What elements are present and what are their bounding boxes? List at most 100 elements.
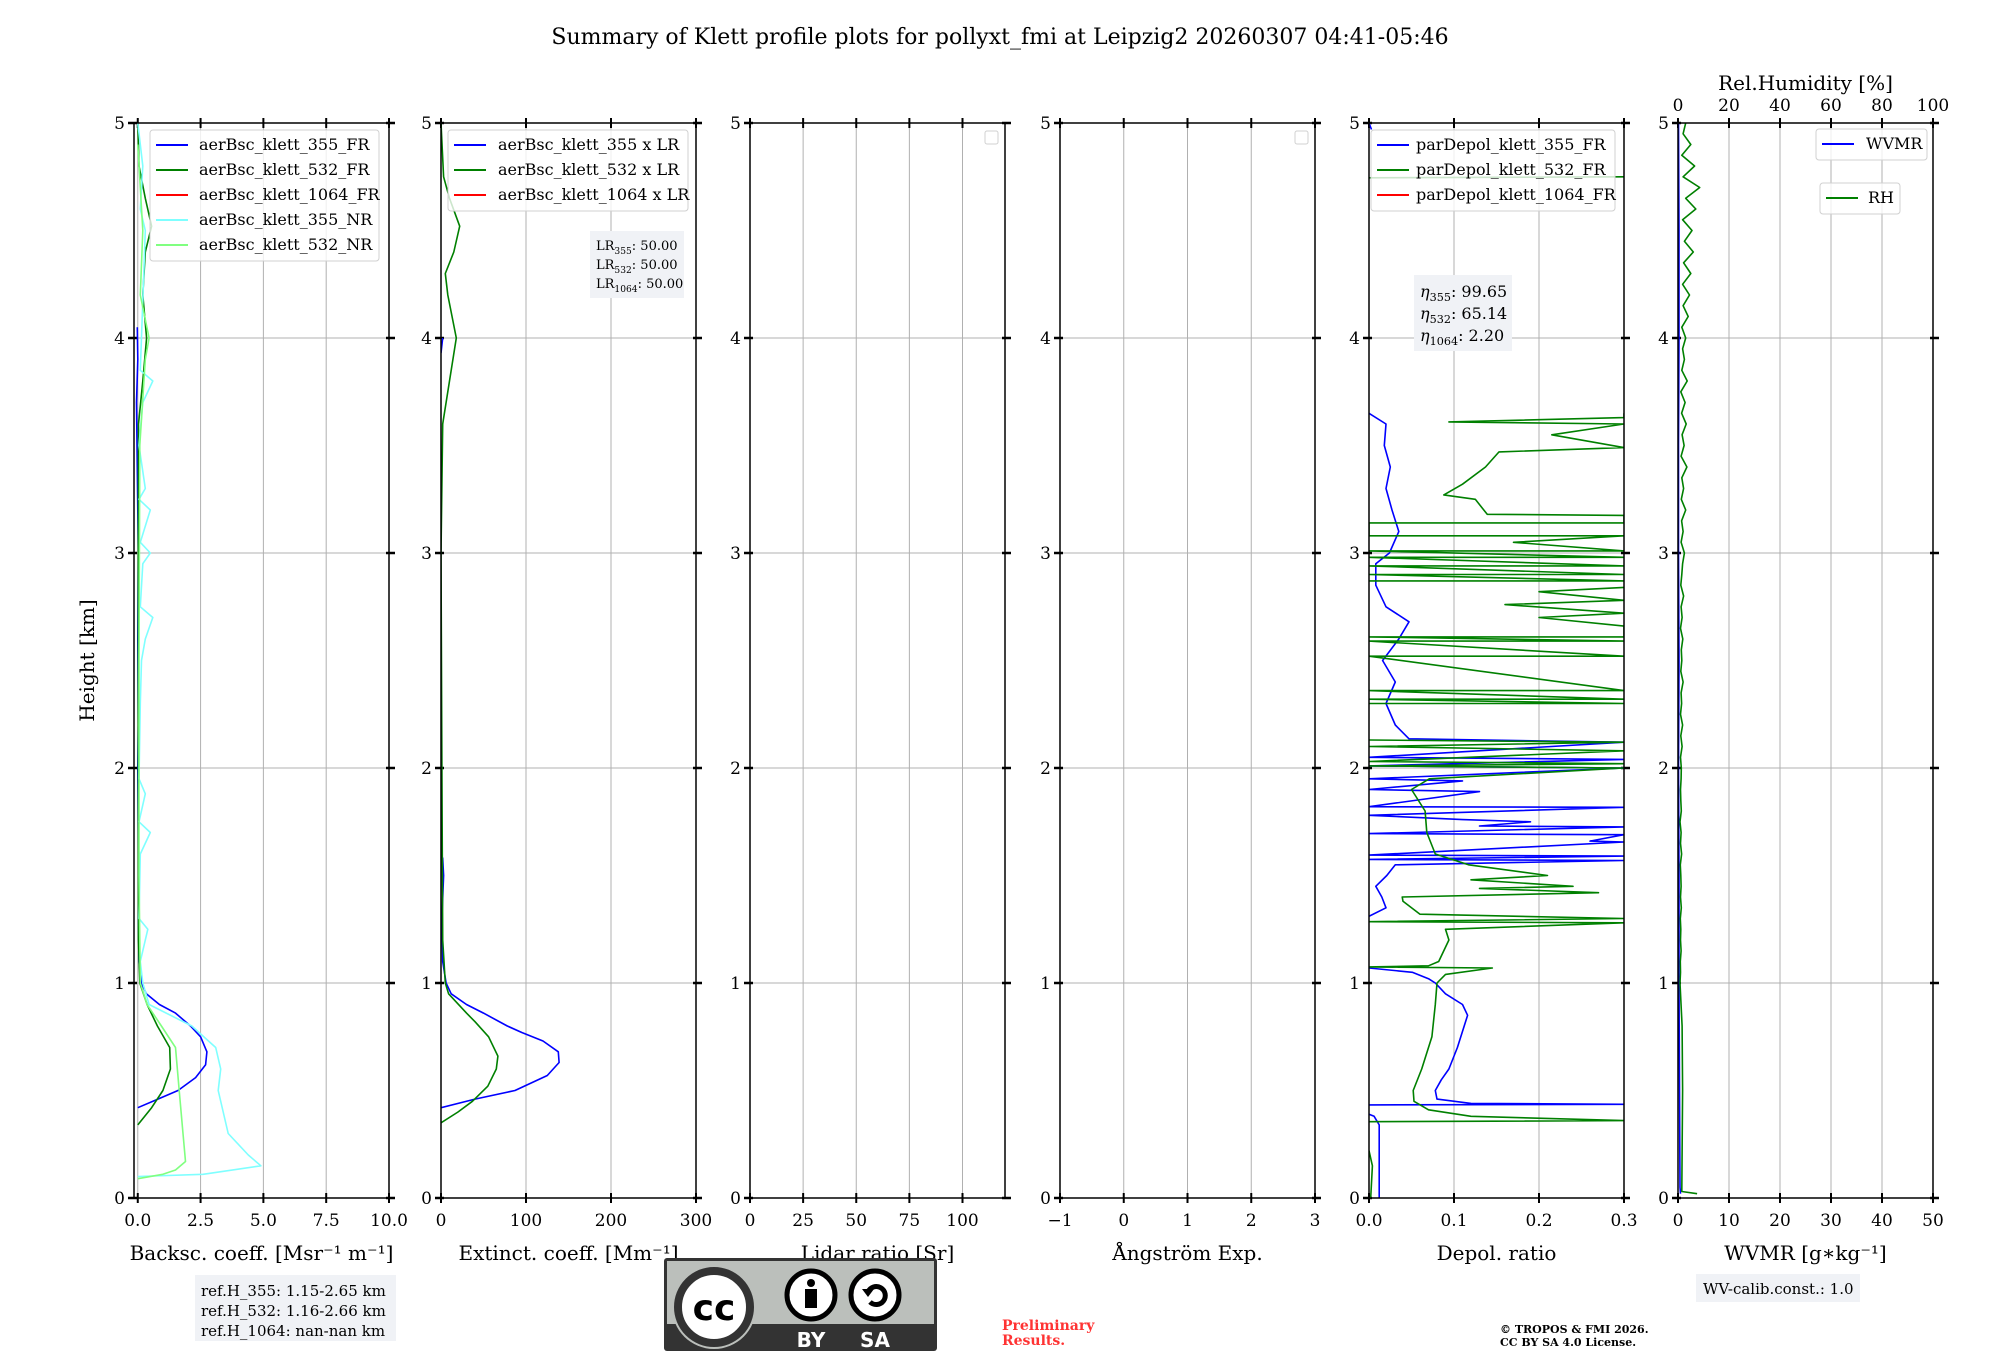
- x-tick-label: 7.5: [313, 1211, 340, 1231]
- y-tick-label: 4: [1040, 329, 1051, 349]
- x-axis-label: WVMR [g∗kg⁻¹]: [1724, 1241, 1886, 1265]
- panel-5: 0.0 0.1 0.2 0.3 0 1 2 3 4 5 Depol. ratio parDepol_k…: [1349, 114, 1637, 1265]
- top-tick-label: 40: [1769, 96, 1791, 116]
- series-group: [1678, 123, 1701, 1195]
- y-axis-label: Height [km]: [75, 599, 99, 721]
- y-tick-label: 0: [114, 1189, 125, 1209]
- cc-by-sa-logo: cc BY SA: [664, 1258, 937, 1352]
- series-group: [441, 123, 560, 1124]
- x-tick-label: 50: [845, 1211, 867, 1231]
- x-tick-label: 0: [436, 1211, 447, 1231]
- y-tick-label: 3: [114, 544, 125, 564]
- top-tick-label: 20: [1718, 96, 1740, 116]
- top-tick-label: 80: [1871, 96, 1893, 116]
- x-tick-label: 40: [1871, 1211, 1893, 1231]
- series-line-aerbsc-klett-532-fr: [137, 123, 172, 1126]
- legend: RH: [1819, 182, 1901, 215]
- y-tick-label: 5: [1658, 114, 1669, 134]
- axes-frame: [440, 122, 697, 1199]
- series-line-aerbsc-klett-355-fr: [135, 327, 208, 1109]
- legend: aerBsc_klett_355_FR aerBsc_klett_532_FRae…: [149, 129, 381, 262]
- x-tick-label: 25: [792, 1211, 814, 1231]
- top-tick-label: 60: [1820, 96, 1842, 116]
- legend: parDepol_klett_355_FR parDepol_klett_532_…: [1370, 129, 1617, 212]
- x-tick-label: 0.3: [1610, 1211, 1637, 1231]
- sa-text: SA: [860, 1328, 890, 1352]
- y-tick-label: 1: [1040, 974, 1051, 994]
- preliminary-line-2: Results.: [1002, 1333, 1065, 1349]
- y-tick-label: 5: [1349, 114, 1360, 134]
- x-tick-label: 100: [510, 1211, 542, 1231]
- ref-height-532: ref.H_532: 1.16-2.66 km: [201, 1302, 386, 1320]
- y-tick-label: 0: [1658, 1189, 1669, 1209]
- x-axis-label: Extinct. coeff. [Mm⁻¹]: [458, 1241, 678, 1265]
- series-line-pardepol-klett-355-fr: [1369, 123, 1624, 1198]
- x-tick-label: 0: [1673, 1211, 1684, 1231]
- eta-box-line: η532: 65.14: [1420, 304, 1507, 326]
- y-tick-label: 4: [114, 329, 125, 349]
- wv-calibration-box: WV-calib.const.: 1.0: [1696, 1274, 1860, 1302]
- x-tick-label: 2: [1246, 1211, 1257, 1231]
- legend-label: aerBsc_klett_532_NR: [199, 235, 373, 254]
- y-tick-label: 3: [1658, 544, 1669, 564]
- y-tick-label: 5: [421, 114, 432, 134]
- x-axis-label: Depol. ratio: [1437, 1241, 1557, 1265]
- copyright-line-2: CC BY SA 4.0 License.: [1500, 1336, 1636, 1349]
- legend-box: [1370, 129, 1616, 212]
- legend-label: aerBsc_klett_1064 x LR: [498, 185, 690, 204]
- y-tick-label: 0: [1349, 1189, 1360, 1209]
- panel-2: 0 100 200 300 0 1 2 3 4 5 Extinct. coeff. [Mm⁻¹] ae…: [421, 114, 712, 1265]
- empty-legend: [1294, 130, 1309, 145]
- x-tick-label: 0.0: [124, 1211, 151, 1231]
- legend: aerBsc_klett_355 x LR aerBsc_klett_532 x …: [447, 129, 690, 212]
- x-axis-label: Ångström Exp.: [1111, 1240, 1262, 1265]
- top-tick-label: 100: [1917, 96, 1949, 116]
- y-tick-label: 1: [421, 974, 432, 994]
- legend-box: [1819, 182, 1901, 215]
- y-tick-label: 3: [421, 544, 432, 564]
- legend-label: parDepol_klett_1064_FR: [1416, 185, 1617, 204]
- axes-frame: [133, 122, 390, 1199]
- share-alike-icon: [848, 1268, 902, 1322]
- y-tick-label: 0: [730, 1189, 741, 1209]
- cc-text: cc: [693, 1288, 736, 1329]
- ref-height-355: ref.H_355: 1.15-2.65 km: [201, 1282, 386, 1300]
- cc-icon: [674, 1267, 754, 1347]
- x-tick-label: 0.1: [1440, 1211, 1467, 1231]
- y-tick-label: 3: [1040, 544, 1051, 564]
- series-line-pardepol-klett-532-fr: [1369, 176, 1624, 1198]
- y-tick-label: 1: [730, 974, 741, 994]
- series-line-wvmr: [1678, 123, 1682, 1194]
- ref-height-1064: ref.H_1064: nan-nan km: [201, 1322, 385, 1340]
- panel-1: 0.0 2.5 5.0 7.5 10.0 0 1 2 3 4 5 Backsc. coeff. [Ms…: [75, 114, 408, 1265]
- y-tick-label: 1: [1349, 974, 1360, 994]
- x-tick-label: 10.0: [370, 1211, 408, 1231]
- legend-box: [1815, 128, 1928, 161]
- legend-label: aerBsc_klett_532_FR: [199, 160, 370, 179]
- series-group: [135, 123, 262, 1180]
- y-tick-label: 5: [730, 114, 741, 134]
- y-tick-label: 5: [114, 114, 125, 134]
- x-tick-label: 3: [1310, 1211, 1321, 1231]
- y-tick-label: 4: [421, 329, 432, 349]
- legend-label: aerBsc_klett_355_NR: [199, 210, 373, 229]
- copyright-line-1: © TROPOS & FMI 2026.: [1500, 1323, 1649, 1336]
- preliminary-line-1: Preliminary: [1002, 1318, 1095, 1334]
- x-tick-label: 30: [1820, 1211, 1842, 1231]
- series-line-rh: [1679, 123, 1701, 1195]
- legend-label: parDepol_klett_532_FR: [1416, 160, 1607, 179]
- legend-box: [447, 129, 689, 212]
- legend-label: parDepol_klett_355_FR: [1416, 135, 1607, 154]
- axes-frame: [749, 122, 1006, 1199]
- series-line-aerbsc-klett-532-nr: [137, 144, 187, 1180]
- y-tick-label: 0: [1040, 1189, 1051, 1209]
- axes-frame: [1368, 122, 1625, 1199]
- x-tick-label: 5.0: [250, 1211, 277, 1231]
- y-tick-label: 4: [1349, 329, 1360, 349]
- empty-legend: [984, 130, 999, 145]
